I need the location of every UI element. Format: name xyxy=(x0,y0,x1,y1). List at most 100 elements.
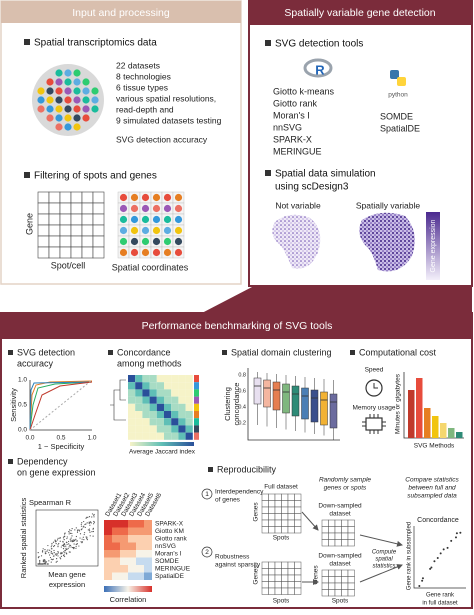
heatmap-cell xyxy=(128,550,136,558)
matrix-cell xyxy=(274,561,282,569)
heatmap-cell xyxy=(171,375,179,383)
tissue-dot xyxy=(82,87,90,95)
matrix-cell xyxy=(70,235,83,248)
matrix-cell xyxy=(294,493,302,501)
scatter-point xyxy=(69,529,71,531)
arrow xyxy=(359,534,403,547)
scatter-point xyxy=(63,546,65,548)
scatter-point xyxy=(50,558,52,560)
box xyxy=(263,379,271,408)
g xyxy=(408,378,463,438)
box xyxy=(329,393,338,429)
matrix-cell xyxy=(92,246,105,259)
panel-title: Reproducibility xyxy=(217,464,277,474)
scatter-point xyxy=(72,540,74,542)
section-title: Spatial data simulation xyxy=(275,169,376,180)
matrix-cell xyxy=(70,224,83,237)
case-label: Robustness xyxy=(215,554,250,561)
tissue-dot xyxy=(82,114,90,122)
scatter-point xyxy=(69,540,72,542)
tissue-dot xyxy=(55,96,63,104)
scatter-point xyxy=(89,521,92,523)
matrix-cell xyxy=(294,587,302,595)
group-strip xyxy=(194,411,199,419)
matrix-cell xyxy=(328,519,336,527)
label: Speed xyxy=(365,367,384,374)
scatter-point xyxy=(91,513,94,515)
scatter-point xyxy=(91,531,93,533)
scatter-point xyxy=(38,563,40,565)
scatter-point xyxy=(60,546,62,548)
bullet xyxy=(265,40,271,46)
scatter-point xyxy=(50,546,52,548)
scatter-point xyxy=(446,546,449,549)
scatter-point xyxy=(67,547,69,550)
matrix-cell xyxy=(37,224,50,237)
input-header xyxy=(1,1,241,23)
scatter-point xyxy=(88,522,90,524)
matrix-cell xyxy=(274,568,282,576)
scatter-point xyxy=(81,522,83,524)
memory-pins xyxy=(362,414,386,434)
matrix-cell xyxy=(268,519,276,527)
panel-title: SVG detection xyxy=(17,347,75,357)
bullet xyxy=(8,459,13,464)
scatter-point xyxy=(69,538,71,540)
bullet xyxy=(24,172,30,178)
colorbar-label: Gene expression xyxy=(430,219,437,272)
scatter-point xyxy=(62,540,64,543)
heatmap-cell xyxy=(149,396,157,404)
heatmap-cell xyxy=(149,389,157,397)
label: subsampled data xyxy=(407,493,457,500)
scatter-point xyxy=(62,547,65,550)
group-strip xyxy=(194,375,199,383)
case-number: 2 xyxy=(205,549,209,556)
heatmap-cell xyxy=(120,520,128,528)
heatmap-cell xyxy=(164,418,172,426)
scatter-point xyxy=(55,542,57,545)
group-strip xyxy=(194,403,199,411)
tissue-dot xyxy=(64,78,72,86)
matrix-cell xyxy=(274,493,282,501)
scatter-point xyxy=(430,566,433,569)
heatmap-cell xyxy=(136,520,144,528)
scatter-point xyxy=(60,555,62,557)
matrix-cell xyxy=(287,526,295,534)
heatmap-cell xyxy=(171,403,179,411)
scatter-point xyxy=(64,543,66,546)
matrix-cell xyxy=(261,519,269,527)
scatter-point xyxy=(37,563,39,565)
box xyxy=(291,385,300,417)
matrix-cell xyxy=(274,506,282,514)
scatter-point xyxy=(92,528,94,530)
heatmap-cell xyxy=(142,382,150,390)
scatter-point xyxy=(48,552,50,554)
label: Memory usage xyxy=(353,405,396,412)
y-tick-label: 0.5 xyxy=(18,402,27,409)
colorbar xyxy=(426,212,440,280)
heatmap-cell xyxy=(104,565,112,573)
matrix-cell xyxy=(347,519,355,527)
heatmap-cell xyxy=(135,389,143,397)
heatmap-cell xyxy=(178,403,186,411)
arrow xyxy=(301,511,319,531)
spot-dot xyxy=(119,193,128,202)
heatmap-cell xyxy=(136,557,144,565)
spot-dot xyxy=(174,226,183,235)
heatmap-cell xyxy=(120,557,128,565)
label: Full dataset xyxy=(264,484,298,491)
spot-dot xyxy=(141,204,150,213)
heatmap-cell xyxy=(144,535,152,543)
scatter-point xyxy=(70,530,72,532)
y-axis-label: Gene rank in subsampled xyxy=(407,522,413,590)
scatter-point xyxy=(455,532,458,535)
scatter-point xyxy=(43,562,46,564)
tissue-variable xyxy=(359,212,415,272)
panel-title: accuracy xyxy=(17,358,54,368)
tissue-dot xyxy=(37,105,45,113)
heatmap-cell xyxy=(142,396,150,404)
scatter-point xyxy=(81,538,83,540)
heatmap-cell xyxy=(120,535,128,543)
matrix-cell xyxy=(70,202,83,215)
scatter-point xyxy=(78,529,80,531)
